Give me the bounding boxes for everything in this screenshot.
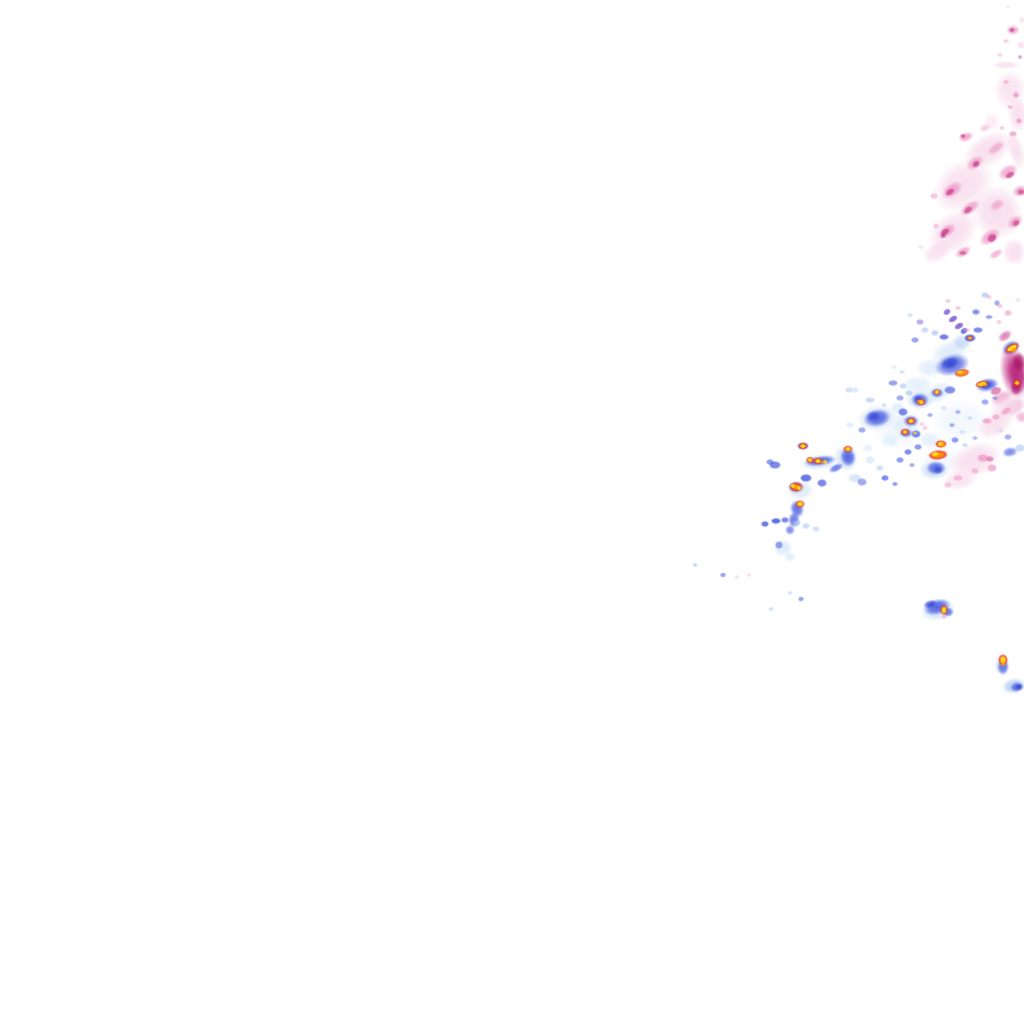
weather-radar-map: [0, 0, 1024, 1024]
precipitation-raster-canvas: [0, 0, 1024, 1024]
